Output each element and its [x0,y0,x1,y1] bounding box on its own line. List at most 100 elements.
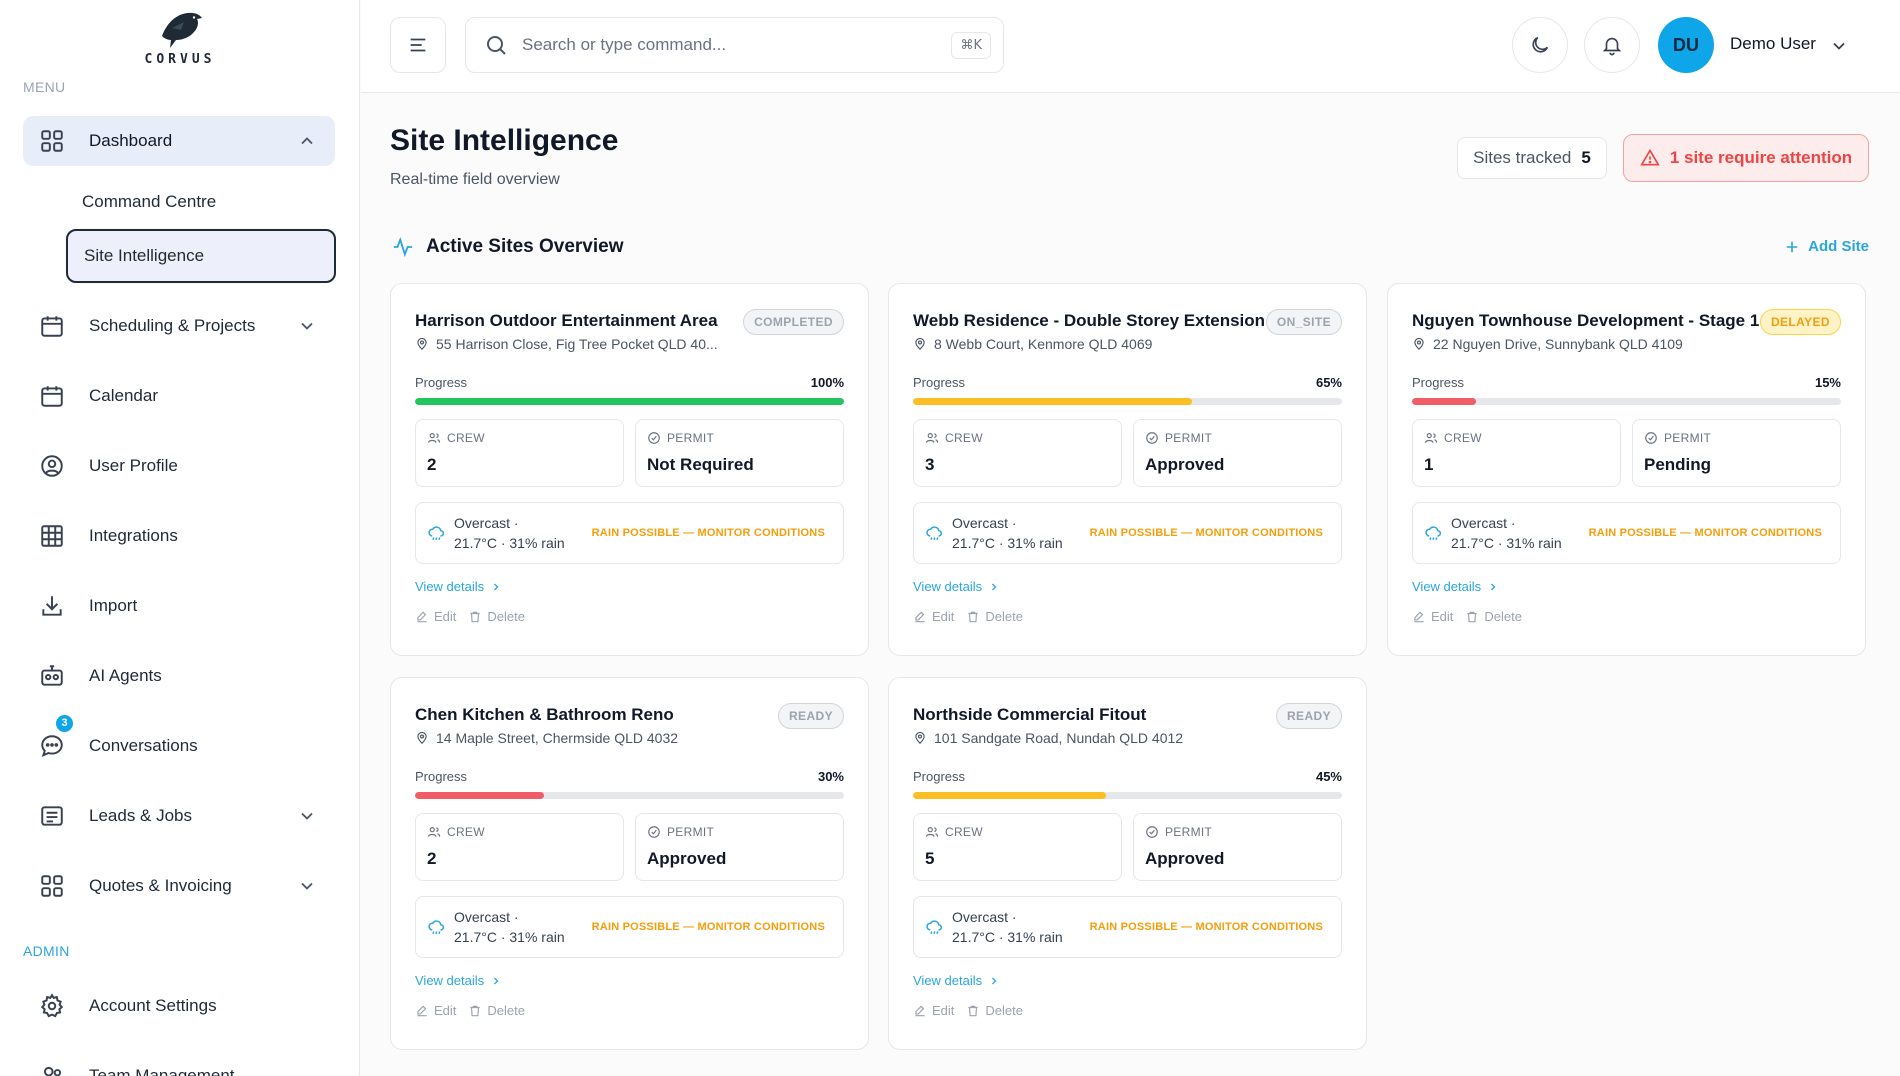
view-details-link[interactable]: View details [415,973,502,988]
view-details-link[interactable]: View details [913,973,1000,988]
edit-button[interactable]: Edit [1412,609,1453,624]
site-name[interactable]: Nguyen Townhouse Development - Stage 1 [1412,311,1760,330]
edit-label: Edit [932,609,955,624]
grid-table-icon [39,523,65,549]
view-details-link[interactable]: View details [415,579,502,594]
edit-button[interactable]: Edit [913,1003,954,1018]
status-badge: ON_SITE [1265,309,1342,335]
sidebar-item-integrations[interactable]: Integrations [23,511,335,561]
delete-button[interactable]: Delete [468,1003,525,1018]
crew-value: 2 [427,849,437,868]
search-box[interactable]: ⌘K [465,17,1004,73]
section-title: Active Sites Overview [426,236,624,257]
weather-detail: 21.7°C · 31% rain [952,929,1063,945]
site-card: Northside Commercial Fitout READY 101 Sa… [888,677,1367,1050]
delete-label: Delete [487,1003,525,1018]
sites-tracked-label: Sites tracked [1473,148,1572,167]
delete-button[interactable]: Delete [468,609,525,624]
sidebar-item-ai-agents[interactable]: AI Agents [23,651,335,701]
dark-mode-toggle-button[interactable] [1512,17,1568,73]
menu-toggle-button[interactable] [390,17,446,73]
progress-label: Progress [1412,375,1465,390]
crew-box: CREW 3 [913,419,1122,487]
sidebar-item-quotes-invoicing[interactable]: Quotes & Invoicing [23,861,335,911]
weather-box: Overcast · 21.7°C · 31% rain RAIN POSSIB… [415,896,844,958]
progress-bar [913,398,1342,405]
view-details-link[interactable]: View details [1412,579,1499,594]
weather-warning: RAIN POSSIBLE — MONITOR CONDITIONS [1089,921,1323,933]
sidebar-item-label: Quotes & Invoicing [89,876,232,895]
sites-tracked-value: 5 [1581,148,1591,167]
edit-button[interactable]: Edit [913,609,954,624]
sidebar-item-scheduling-projects[interactable]: Scheduling & Projects [23,301,335,351]
crew-box: CREW 1 [1412,419,1621,487]
edit-button[interactable]: Edit [415,1003,456,1018]
trash-icon [468,610,482,624]
delete-button[interactable]: Delete [966,609,1023,624]
search-input[interactable] [522,35,952,55]
sidebar-item-user-profile[interactable]: User Profile [23,441,335,491]
status-badge: DELAYED [1759,309,1841,335]
weather-condition: Overcast · [952,909,1017,925]
moon-icon [1529,34,1551,56]
crew-value: 5 [925,849,935,868]
sidebar-item-team-management[interactable]: Team Management [23,1051,335,1076]
site-address: 55 Harrison Close, Fig Tree Pocket QLD 4… [415,336,745,352]
sidebar-subitem-command-centre[interactable]: Command Centre [82,192,217,211]
weather-detail: 21.7°C · 31% rain [454,535,565,551]
brand-logo[interactable]: CORVUS [0,6,360,67]
permit-box: PERMIT Approved [635,813,844,881]
site-name[interactable]: Harrison Outdoor Entertainment Area [415,311,718,330]
user-menu-name[interactable]: Demo User [1730,34,1816,53]
avatar[interactable]: DU [1658,17,1714,73]
edit-button[interactable]: Edit [415,609,456,624]
card-actions: Edit Delete [415,1003,525,1018]
site-name[interactable]: Webb Residence - Double Storey Extension [913,311,1266,330]
site-name[interactable]: Northside Commercial Fitout [913,705,1147,724]
admin-section-label: ADMIN [23,943,70,959]
sidebar-item-calendar[interactable]: Calendar [23,371,335,421]
crew-box: CREW 5 [913,813,1122,881]
edit-icon [913,1004,927,1018]
site-card: Nguyen Townhouse Development - Stage 1 D… [1387,283,1866,656]
check-circle-icon [1644,431,1658,445]
progress-value: 45% [1315,769,1342,784]
check-circle-icon [647,431,661,445]
sidebar-item-account-settings[interactable]: Account Settings [23,981,335,1031]
sidebar-item-label: Conversations [89,736,198,755]
trash-icon [468,1004,482,1018]
add-site-button[interactable]: Add Site [1784,238,1869,255]
delete-label: Delete [487,609,525,624]
progress-label: Progress [913,769,966,784]
chevron-down-icon[interactable] [1829,36,1849,56]
edit-icon [1412,610,1426,624]
crew-box: CREW 2 [415,813,624,881]
search-icon [484,33,508,57]
progress-bar [415,792,844,799]
delete-button[interactable]: Delete [1465,609,1522,624]
weather-detail: 21.7°C · 31% rain [952,535,1063,551]
attention-alert-text: 1 site require attention [1669,148,1853,167]
conversations-count-badge: 3 [56,715,73,732]
view-details-link[interactable]: View details [913,579,1000,594]
sidebar-item-conversations[interactable]: 3 Conversations [23,715,335,771]
attention-alert[interactable]: 1 site require attention [1623,134,1869,182]
edit-icon [415,610,429,624]
permit-label-text: PERMIT [667,825,715,839]
progress-label: Progress [913,375,966,390]
site-name[interactable]: Chen Kitchen & Bathroom Reno [415,705,674,724]
sidebar-item-leads-jobs[interactable]: Leads & Jobs [23,791,335,841]
cloud-rain-icon [925,918,943,936]
sidebar-item-dashboard[interactable]: Dashboard [23,116,335,166]
delete-button[interactable]: Delete [966,1003,1023,1018]
sidebar-item-import[interactable]: Import [23,581,335,631]
notifications-button[interactable] [1584,17,1640,73]
card-actions: Edit Delete [913,1003,1023,1018]
site-address-text: 14 Maple Street, Chermside QLD 4032 [436,730,679,746]
users-icon [925,825,939,839]
site-address-text: 22 Nguyen Drive, Sunnybank QLD 4109 [1433,336,1683,352]
sidebar-subitem-site-intelligence[interactable]: Site Intelligence [66,229,336,283]
raven-logo-icon [162,12,202,48]
permit-value: Approved [1145,849,1225,868]
edit-label: Edit [932,1003,955,1018]
